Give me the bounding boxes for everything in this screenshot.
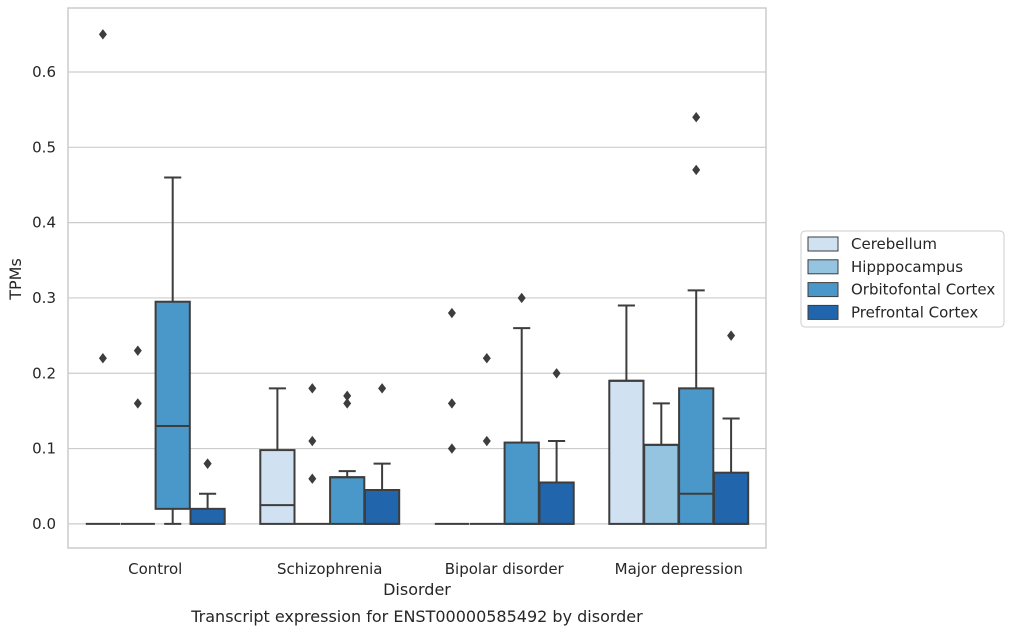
box-2-0: [154, 176, 191, 525]
legend-swatch: [807, 236, 839, 252]
box-body: [154, 300, 191, 510]
box-3-3: [712, 330, 750, 525]
box-1-3: [643, 402, 680, 525]
legend: Cerebellum Hipppocampus Orbitofontal Corte…: [800, 230, 1005, 328]
x-tick-label: Schizophrenia: [277, 560, 382, 578]
box-groups: [85, 29, 750, 525]
box-body: [608, 379, 645, 525]
outlier-point: [482, 353, 491, 364]
y-tick-label: 0.6: [32, 63, 56, 81]
box-2-1: [329, 390, 366, 525]
legend-swatch: [807, 259, 839, 275]
outlier-point: [692, 112, 701, 123]
outlier-point: [447, 443, 456, 454]
box-0-0: [85, 29, 121, 525]
plot-frame: [67, 7, 767, 549]
outlier-point: [98, 353, 107, 364]
box-body: [712, 471, 750, 525]
box-body: [538, 481, 575, 525]
box-3-2: [538, 368, 575, 525]
box-0-3: [608, 304, 645, 525]
outlier-point: [133, 345, 142, 356]
x-tick-label: Bipolar disorder: [445, 560, 565, 578]
figure-caption: Transcript expression for ENST0000058549…: [190, 607, 643, 626]
y-tick-labels: 0.0 0.1 0.2 0.3 0.4 0.5 0.6: [32, 63, 56, 533]
legend-label: Orbitofontal Cortex: [851, 281, 995, 299]
outlier-point: [447, 398, 456, 409]
outlier-point: [343, 390, 352, 402]
outlier-point: [203, 458, 212, 469]
box-2-3: [678, 112, 715, 525]
y-tick-label: 0.1: [32, 440, 56, 458]
box-0-1: [259, 387, 296, 525]
outlier-point: [98, 29, 107, 40]
legend-label: Hipppocampus: [851, 258, 963, 276]
box-body: [259, 449, 296, 525]
x-axis-label: Disorder: [383, 580, 451, 599]
box-body: [329, 476, 366, 525]
y-tick-label: 0.2: [32, 364, 56, 382]
outlier-point: [133, 398, 142, 409]
outlier-point: [308, 383, 317, 394]
legend-swatch: [807, 304, 839, 320]
box-3-0: [189, 458, 226, 525]
box-body: [503, 441, 540, 525]
x-tick-label: Major depression: [615, 560, 743, 578]
outlier-point: [343, 398, 352, 409]
box-3-1: [363, 383, 401, 525]
box-body: [643, 443, 680, 525]
outlier-point: [308, 435, 317, 447]
box-2-2: [503, 292, 540, 525]
box-0-2: [434, 307, 470, 525]
outlier-point: [308, 473, 317, 484]
x-tick-label: Control: [128, 560, 182, 578]
legend-swatch: [807, 282, 839, 298]
outlier-point: [692, 164, 701, 176]
legend-label: Prefrontal Cortex: [851, 303, 978, 321]
outlier-point: [447, 307, 456, 319]
y-tick-label: 0.5: [32, 138, 56, 156]
outlier-point: [552, 368, 561, 379]
box-body: [363, 489, 401, 525]
x-tick-labels: Control Schizophrenia Bipolar disorder Majo…: [128, 560, 743, 578]
y-tick-label: 0.4: [32, 214, 56, 232]
box-body: [189, 507, 226, 525]
outlier-point: [378, 383, 387, 394]
box-1-0: [120, 345, 155, 525]
box-1-1: [295, 383, 330, 525]
outlier-point: [517, 292, 526, 304]
legend-label: Cerebellum: [851, 235, 937, 253]
box-body: [678, 387, 715, 525]
box-1-2: [469, 353, 504, 525]
outlier-point: [482, 435, 491, 447]
y-tick-label: 0.3: [32, 289, 56, 307]
legend-frame: [800, 230, 1005, 328]
y-tick-label: 0.0: [32, 515, 56, 533]
outlier-point: [727, 330, 736, 341]
y-axis-label: TPMs: [6, 258, 25, 301]
